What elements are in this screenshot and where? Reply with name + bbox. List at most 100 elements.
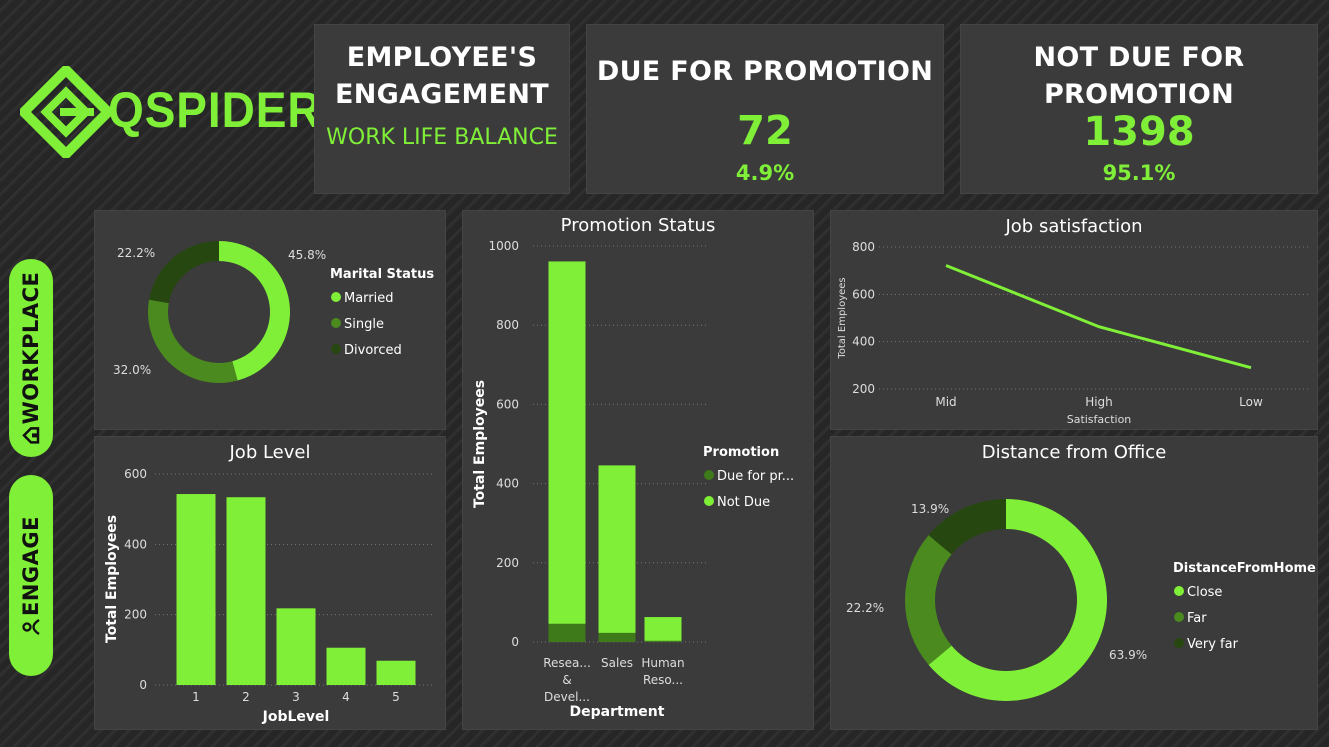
legend-swatch (331, 292, 341, 302)
donut-slice-divorced (149, 241, 219, 304)
kpi-engagement-title-2: ENGAGEMENT (334, 79, 550, 110)
satisfaction-chart-title: Job satisfaction (1005, 216, 1143, 237)
x-tick-label: Reso... (643, 673, 683, 687)
bar-due-for-pr- (548, 623, 586, 642)
donut-slice-single (147, 299, 238, 383)
y-tick-label: 800 (496, 318, 519, 332)
marital-status-chart: 45.8% 32.0% 22.2% Marital Status Married Sing… (113, 241, 434, 383)
legend-item: Far (1187, 611, 1207, 626)
kpi-notdue-value: 1398 (1083, 109, 1195, 155)
y-tick-label: 600 (496, 397, 519, 411)
y-tick-label: 200 (852, 382, 875, 396)
home-icon (22, 427, 40, 444)
y-tick-label: 200 (496, 556, 519, 570)
legend-item: Divorced (344, 343, 402, 358)
promotion-status-card: Promotion Status 0 200 400 600 800 1000 Resea.… (462, 210, 814, 730)
kpi-due-pct: 4.9% (735, 161, 795, 185)
kpi-engagement-card: EMPLOYEE'S ENGAGEMENT WORK LIFE BALANCE (314, 24, 570, 194)
distance-chart-title: Distance from Office (981, 442, 1167, 463)
nav-engage-button[interactable]: ENGAGE (9, 475, 53, 676)
legend-swatch (1174, 586, 1184, 596)
x-tick-label: 4 (342, 690, 350, 704)
x-tick-label: 5 (392, 690, 400, 704)
y-tick-label: 400 (496, 477, 519, 491)
y-tick-label: 400 (852, 335, 875, 349)
y-tick-label: 400 (124, 537, 147, 551)
x-tick-label: Devel... (544, 690, 590, 704)
slice-label: 32.0% (113, 363, 151, 377)
donut-slice-close (928, 499, 1107, 701)
legend-swatch (1174, 638, 1184, 648)
kpi-notdue-title-1: NOT DUE FOR (1033, 42, 1245, 73)
bar-not-due (548, 261, 586, 624)
y-axis-label: Total Employees (837, 277, 848, 359)
y-tick-label: 1000 (488, 239, 519, 253)
legend-title: Promotion (703, 445, 779, 460)
legend-item: Married (344, 291, 394, 306)
marital-status-card: 45.8% 32.0% 22.2% Marital Status Married Sing… (94, 210, 446, 430)
x-tick-label: Resea... (543, 656, 591, 670)
nav-workplace-button[interactable]: WORKPLACE (9, 259, 53, 457)
y-tick-label: 600 (124, 467, 147, 481)
distance-chart: 63.9% 22.2% 13.9% DistanceFromHome Close Far V… (846, 499, 1316, 701)
kpi-notdue-title-2: PROMOTION (1043, 79, 1235, 110)
legend-swatch (704, 496, 714, 506)
brand-name: QSPIDERS (108, 82, 354, 138)
x-tick-label: Low (1239, 395, 1263, 409)
y-tick-label: 0 (511, 635, 519, 649)
y-axis-label: Total Employees (472, 380, 488, 508)
bar-due-for-pr- (644, 640, 682, 642)
job-level-card: Job Level 0 200 400 600 1 2 3 4 5 JobLevel Total E… (94, 436, 446, 730)
legend-swatch (331, 318, 341, 328)
legend-swatch (1174, 612, 1184, 622)
kpi-due-value: 72 (737, 108, 793, 154)
slice-label: 13.9% (911, 502, 949, 516)
nav-engage-label: ENGAGE (19, 515, 43, 616)
slice-label: 45.8% (288, 248, 326, 262)
bar-joblevel-4 (326, 647, 366, 685)
x-tick-label: Sales (601, 656, 633, 670)
legend-item: Close (1187, 585, 1222, 600)
kpi-due-title: DUE FOR PROMOTION (596, 56, 934, 87)
kpi-notdue-pct: 95.1% (1102, 161, 1176, 185)
x-axis-label: Satisfaction (1067, 413, 1132, 426)
donut-slice-very-far (928, 499, 1006, 555)
job-satisfaction-card: Job satisfaction 200 400 600 800 Mid High Low S… (830, 210, 1318, 430)
slice-label: 63.9% (1109, 648, 1147, 662)
qspiders-logo-icon (20, 66, 112, 158)
legend-item: Due for pr... (717, 469, 794, 484)
donut-slice-married (219, 241, 290, 381)
joblevel-chart-title: Job Level (229, 442, 311, 463)
slice-label: 22.2% (846, 601, 884, 615)
legend-item: Single (344, 317, 384, 332)
x-tick-label: 1 (192, 690, 200, 704)
donut-slice-far (905, 535, 952, 665)
promotion-status-chart: 0 200 400 600 800 1000 Resea... & Devel... Sales H… (472, 239, 794, 720)
bar-not-due (644, 617, 682, 641)
bar-not-due (598, 465, 636, 633)
y-axis-label: Total Employees (104, 515, 120, 643)
bar-joblevel-3 (276, 608, 316, 685)
brand-logo: QSPIDERS (20, 64, 352, 160)
legend-item: Very far (1187, 637, 1239, 652)
bar-joblevel-5 (376, 660, 416, 685)
y-tick-label: 200 (124, 608, 147, 622)
legend-title: Marital Status (330, 267, 434, 282)
x-tick-label: Mid (935, 395, 956, 409)
x-axis-label: JobLevel (262, 709, 330, 725)
distance-card: Distance from Office 63.9% 22.2% 13.9% Dist… (830, 436, 1318, 730)
y-tick-label: 0 (139, 678, 147, 692)
x-tick-label: High (1085, 395, 1113, 409)
slice-label: 22.2% (117, 246, 155, 260)
x-tick-label: 2 (242, 690, 250, 704)
legend-item: Not Due (717, 495, 770, 510)
x-tick-label: 3 (292, 690, 300, 704)
kpi-engagement-subtitle: WORK LIFE BALANCE (326, 125, 558, 150)
bar-joblevel-2 (226, 497, 266, 685)
kpi-due-card: DUE FOR PROMOTION 72 4.9% (586, 24, 944, 194)
nav-workplace-label: WORKPLACE (19, 271, 43, 425)
satisfaction-line (945, 264, 1252, 370)
promotion-chart-title: Promotion Status (560, 215, 716, 236)
person-icon (22, 618, 40, 635)
y-tick-label: 800 (852, 240, 875, 254)
